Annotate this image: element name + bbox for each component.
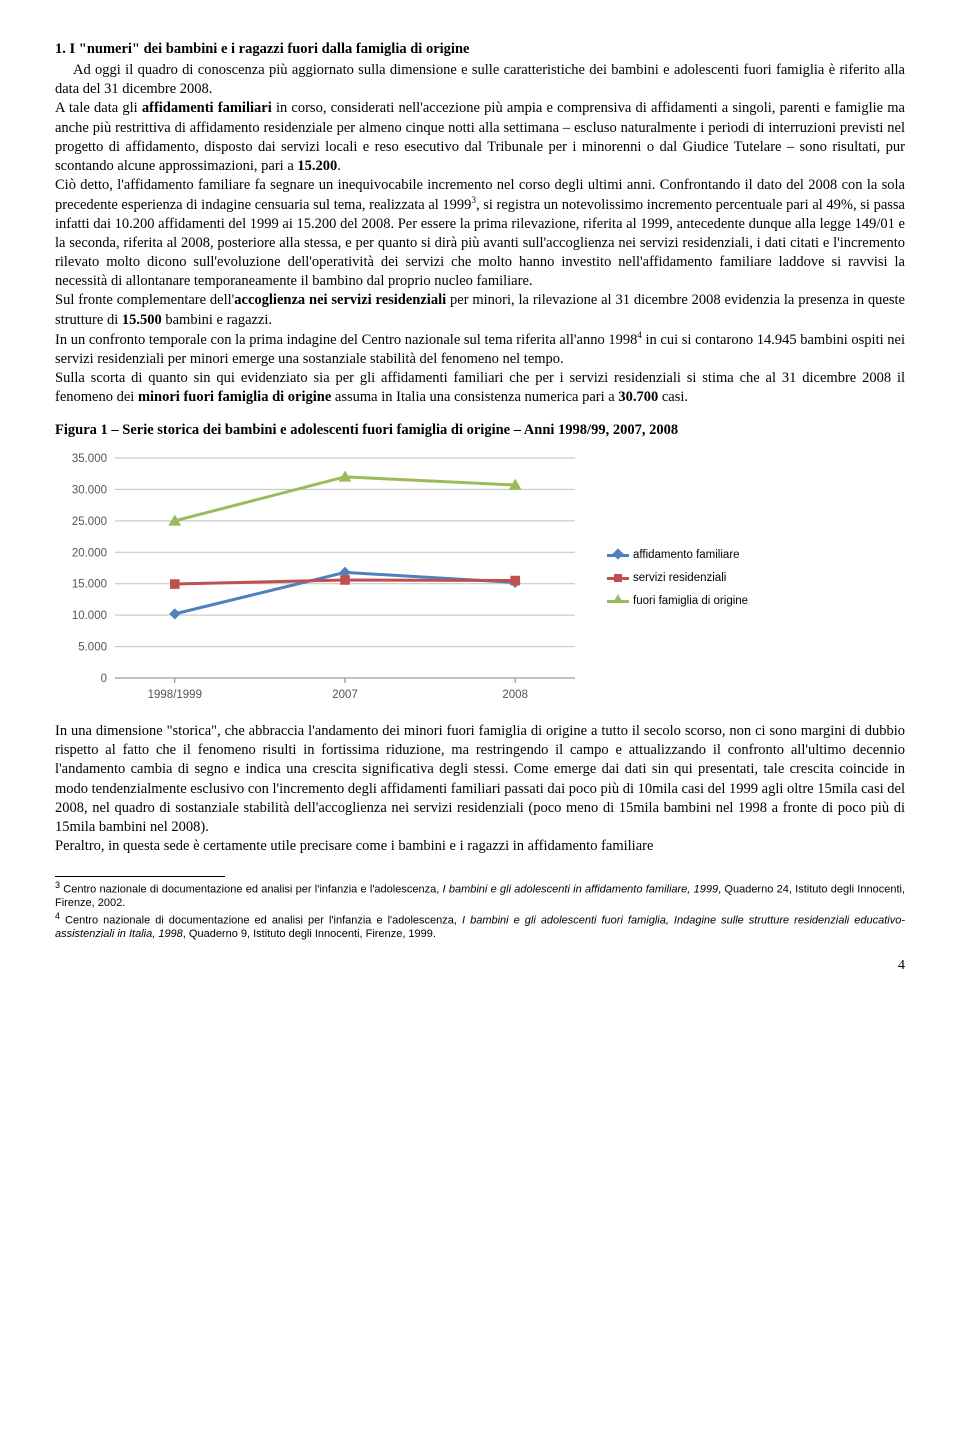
text: A tale data gli	[55, 100, 142, 116]
paragraph: Ad oggi il quadro di conoscenza più aggi…	[55, 61, 905, 99]
chart-container: 0 5.000 10.000 15.000 20.000 25.000 30.000 35.0…	[55, 448, 905, 708]
legend-item: affidamento familiare	[607, 544, 748, 567]
legend-label: servizi residenziali	[633, 567, 726, 590]
page-number: 4	[55, 957, 905, 975]
paragraph: In una dimensione "storica", che abbracc…	[55, 722, 905, 837]
svg-text:25.000: 25.000	[72, 516, 107, 528]
bold-text: 15.500	[122, 312, 162, 328]
paragraph: Ciò detto, l'affidamento familiare fa se…	[55, 176, 905, 292]
svg-text:30.000: 30.000	[72, 485, 107, 497]
chart-legend: affidamento familiareservizi residenzial…	[607, 544, 748, 613]
bold-text: 15.200	[297, 158, 337, 174]
paragraph: Sulla scorta di quanto sin qui evidenzia…	[55, 369, 905, 407]
svg-text:1998/1999: 1998/1999	[148, 689, 202, 701]
footnote: 3 Centro nazionale di documentazione ed …	[55, 880, 905, 910]
text: .	[337, 158, 341, 174]
footnote: 4 Centro nazionale di documentazione ed …	[55, 911, 905, 941]
svg-text:0: 0	[101, 673, 107, 685]
paragraph: Sul fronte complementare dell'accoglienz…	[55, 291, 905, 329]
bold-text: affidamenti familiari	[142, 100, 272, 116]
footnote-separator	[55, 876, 225, 879]
text: assuma in Italia una consistenza numeric…	[331, 389, 618, 405]
svg-text:2008: 2008	[502, 689, 528, 701]
legend-label: fuori famiglia di origine	[633, 590, 748, 613]
bold-text: 30.700	[618, 389, 658, 405]
paragraph: Peraltro, in questa sede è certamente ut…	[55, 837, 905, 856]
legend-item: fuori famiglia di origine	[607, 590, 748, 613]
figure-title: Figura 1 – Serie storica dei bambini e a…	[55, 421, 905, 440]
svg-text:10.000: 10.000	[72, 610, 107, 622]
text: bambini e ragazzi.	[162, 312, 272, 328]
legend-item: servizi residenziali	[607, 567, 748, 590]
legend-label: affidamento familiare	[633, 544, 740, 567]
footnotes: 3 Centro nazionale di documentazione ed …	[55, 880, 905, 941]
bold-text: minori fuori famiglia di origine	[138, 389, 331, 405]
paragraph: In un confronto temporale con la prima i…	[55, 330, 905, 369]
bold-text: accoglienza nei servizi residenziali	[234, 292, 446, 308]
text: In un confronto temporale con la prima i…	[55, 332, 637, 348]
section-heading: 1. I "numeri" dei bambini e i ragazzi fu…	[55, 40, 905, 59]
text: casi.	[658, 389, 688, 405]
text: Sul fronte complementare dell'	[55, 292, 234, 308]
line-chart: 0 5.000 10.000 15.000 20.000 25.000 30.000 35.0…	[55, 448, 595, 708]
paragraph: A tale data gli affidamenti familiari in…	[55, 99, 905, 176]
svg-text:15.000: 15.000	[72, 579, 107, 591]
svg-text:35.000: 35.000	[72, 453, 107, 465]
svg-text:20.000: 20.000	[72, 547, 107, 559]
text: Ad oggi il quadro di conoscenza più aggi…	[55, 62, 905, 97]
svg-text:5.000: 5.000	[78, 642, 107, 654]
svg-text:2007: 2007	[332, 689, 358, 701]
